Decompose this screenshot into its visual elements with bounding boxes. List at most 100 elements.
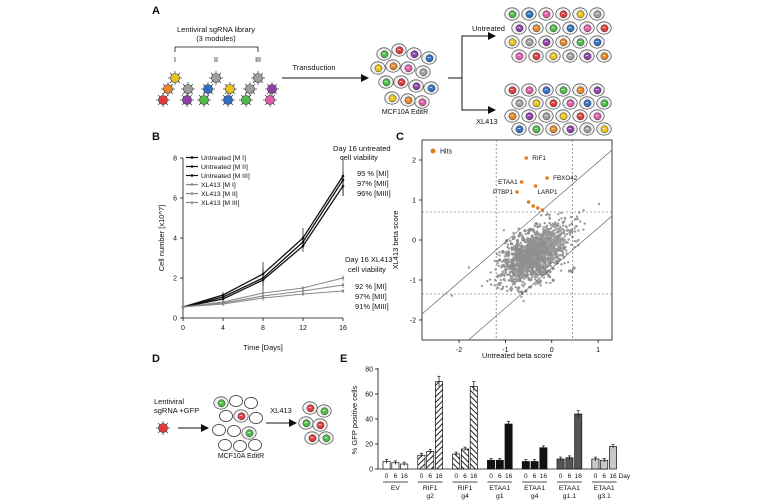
e-day-label: 6 [428,473,432,480]
c-point [547,274,551,278]
e-day-label: 0 [420,473,424,480]
c-point [524,247,528,250]
c-point [515,239,520,243]
virus-spike [170,83,174,87]
cell-nucleus [508,112,517,121]
cell-nucleus [237,412,246,421]
c-point [489,271,492,274]
c-point [547,261,552,265]
sgrna-mark [551,27,555,29]
c-point [557,224,560,227]
sgrna-mark [578,115,582,117]
library-subtitle: (3 modules) [196,34,236,43]
e-group-sublabel: g1 [496,493,504,500]
c-xtick-label: 0 [550,347,554,354]
e-day-label: 6 [463,473,467,480]
sgrna-mark [602,27,606,29]
sgrna-mark [595,41,599,43]
c-point [577,238,580,242]
virus-spike [189,102,193,106]
c-point [540,233,544,237]
c-point [532,241,536,245]
e-day-label: 16 [609,473,617,480]
c-point [559,243,562,247]
d-cell-gfp [213,396,229,410]
virus-spike [165,422,169,426]
cell-nucleus [412,82,421,91]
d-lenti-line2: sgRNA +GFP [154,406,199,415]
sgrna-mark [551,128,555,130]
c-point [557,257,561,261]
b-data-point [341,276,345,280]
c-hit-label: PTBP1 [493,189,513,196]
e-bar [469,386,478,470]
e-group-sublabel: g3.1 [598,493,611,500]
c-point [505,285,508,288]
transduced-cells [370,43,439,109]
cell-nucleus [593,10,602,19]
c-point [548,213,551,217]
c-point [556,222,559,225]
c-point [528,246,532,250]
virus-core [223,95,233,105]
c-ytick-label: 0 [412,238,416,245]
d-cell-enriched [312,418,328,432]
c-point [548,217,552,220]
cell-nucleus [427,84,436,93]
untreated-cell [521,35,537,49]
c-point [507,260,510,263]
d-cell-enriched [316,404,332,418]
c-point [530,265,534,270]
c-point [573,227,576,230]
e-day-label: 16 [470,473,478,480]
virus-spike [264,102,268,106]
cell-nucleus [302,419,311,428]
c-point [538,223,542,226]
c-point [535,230,539,233]
untreated-arrow [448,32,496,79]
c-point [563,262,566,265]
sgrna-mark [595,13,599,15]
c-point [549,281,552,285]
virus-spike [202,83,206,87]
virus-spike [181,102,185,106]
virus-spike [232,83,236,87]
c-point [518,276,522,280]
c-legend-marker [430,148,436,154]
c-point [517,234,521,238]
virus-spike [260,80,264,84]
transduced-cell [378,75,394,89]
cell-nucleus [306,404,315,413]
virus-core [158,95,168,105]
c-point [546,236,551,240]
virus-particle [243,82,257,96]
c-point [510,246,514,250]
c-point [501,287,504,290]
virus-spike [162,83,166,87]
c-point [533,237,537,241]
sgrna-mark [510,89,514,91]
c-point [513,248,517,252]
c-point [540,256,544,260]
transduced-cell [415,65,431,79]
virus-core [163,84,173,94]
virus-spike [260,72,264,76]
c-point [535,232,539,236]
c-point [536,276,539,279]
c-point [488,278,492,281]
b-legend-marker [190,183,194,186]
e-group-label: ETAA1 [559,485,580,492]
sgrna-mark [568,55,572,57]
b-ytick-label: 8 [173,156,177,163]
sgrna-mark [561,115,565,117]
d-lenti-line1: Lentiviral [154,397,184,406]
c-point [557,244,560,248]
sgrna-mark [421,71,425,73]
c-point [545,250,549,254]
c-xtick-label: -2 [456,347,462,354]
cell-nucleus [593,112,602,121]
cell-nucleus [508,86,517,95]
virus-spike [244,83,248,87]
b-annot-untreated-v2: 97% [MII] [357,179,389,188]
c-point [562,246,566,250]
